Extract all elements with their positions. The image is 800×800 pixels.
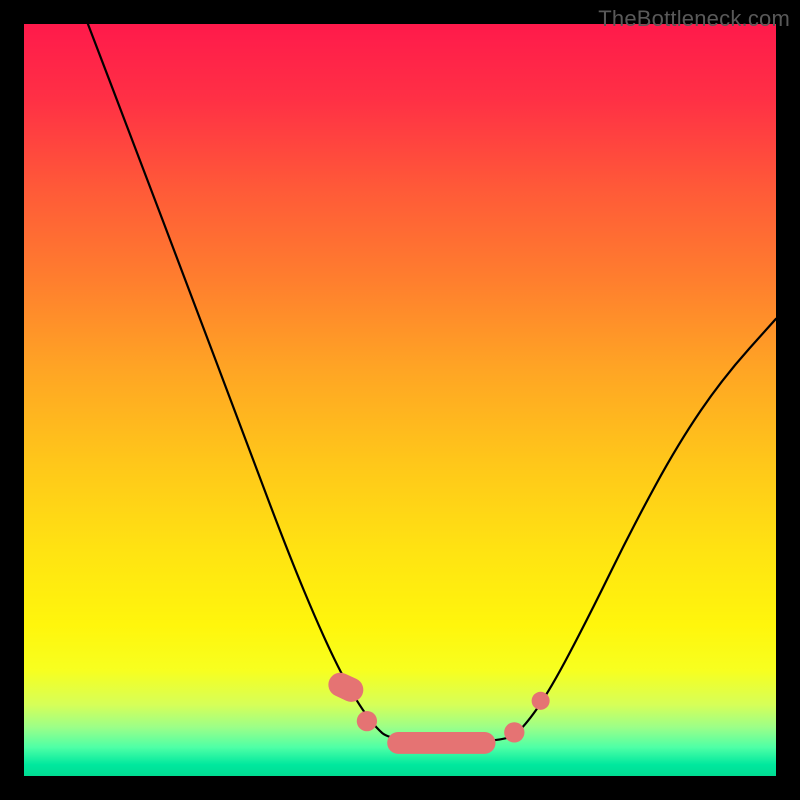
- marker: [532, 692, 550, 710]
- chart-svg: [0, 0, 800, 800]
- marker: [504, 722, 524, 742]
- background-rect: [24, 24, 776, 776]
- marker: [387, 732, 495, 754]
- watermark-text: TheBottleneck.com: [598, 6, 790, 32]
- marker: [357, 711, 377, 731]
- chart-stage: TheBottleneck.com: [0, 0, 800, 800]
